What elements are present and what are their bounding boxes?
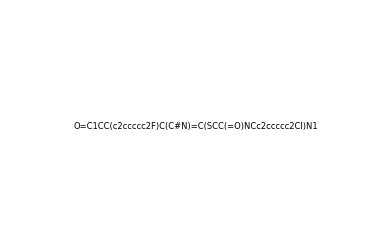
Text: O=C1CC(c2ccccc2F)C(C#N)=C(SCC(=O)NCc2ccccc2Cl)N1: O=C1CC(c2ccccc2F)C(C#N)=C(SCC(=O)NCc2ccc… (74, 121, 318, 131)
